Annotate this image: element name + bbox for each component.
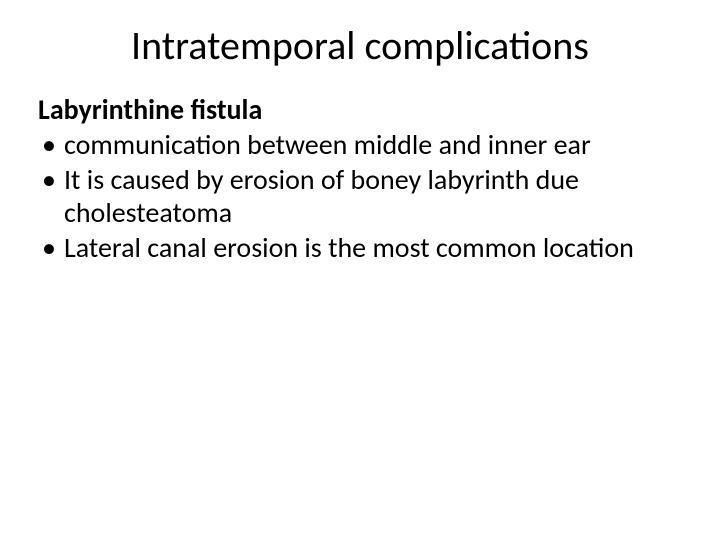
list-item: It is caused by erosion of boney labyrin… — [38, 163, 678, 229]
list-item: communication between middle and inner e… — [38, 128, 678, 161]
slide: Intratemporal complications Labyrinthine… — [0, 0, 720, 540]
subheading: Labyrinthine fistula — [38, 93, 678, 126]
list-item: Lateral canal erosion is the most common… — [38, 231, 678, 264]
slide-body: Labyrinthine fistula communication betwe… — [0, 93, 720, 264]
slide-title: Intratemporal complications — [0, 0, 720, 93]
bullet-list: communication between middle and inner e… — [38, 128, 678, 264]
